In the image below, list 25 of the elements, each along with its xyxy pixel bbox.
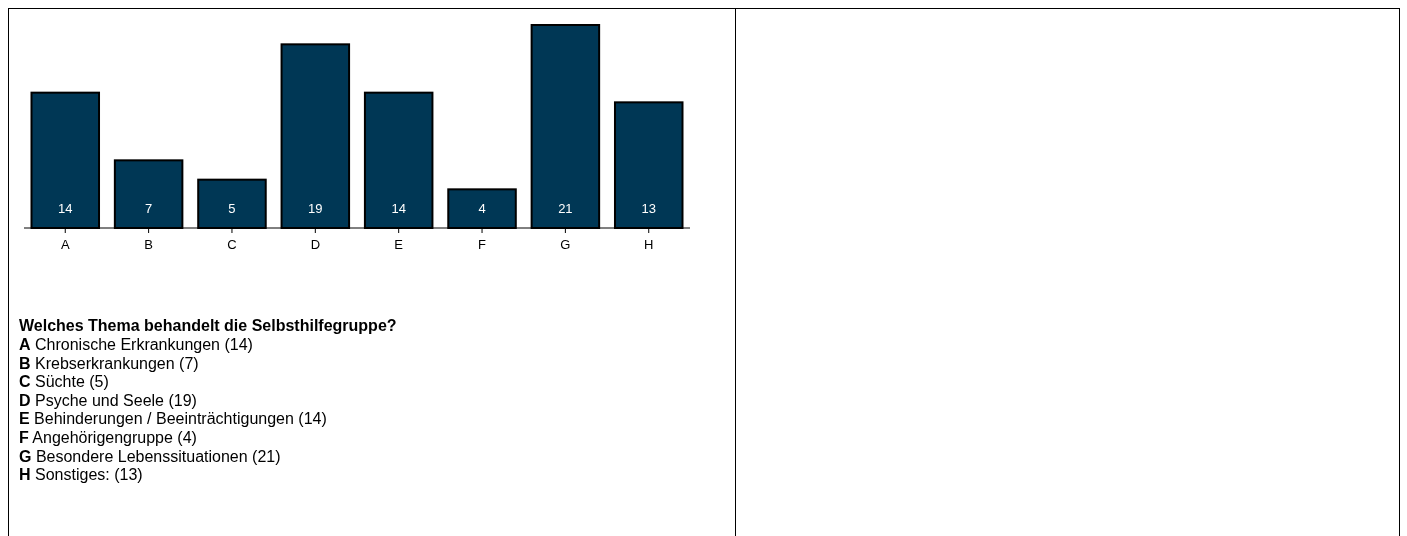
text: C Süchte (5) <box>19 373 109 391</box>
text: E Behinderungen / Beeinträchtigungen (14) <box>19 410 327 428</box>
data-label: 5 <box>228 201 236 216</box>
data-label: 21 <box>558 201 573 216</box>
text: G Besondere Lebenssituationen (21) <box>19 447 281 465</box>
data-label: 7 <box>145 201 153 216</box>
x-tick-label: E <box>394 237 404 252</box>
text: Welches Thema behandelt die Selbsthilfegruppe? <box>19 317 397 334</box>
data-label: 14 <box>58 201 73 216</box>
data-label: 14 <box>391 201 406 216</box>
x-tick-label: G <box>560 237 571 252</box>
text: D Psyche und Seele (19) <box>19 391 197 409</box>
x-tick-label: H <box>644 237 654 252</box>
text: A Chronische Erkrankungen (14) <box>19 336 253 353</box>
x-tick-label: F <box>478 237 487 252</box>
data-label: 13 <box>641 201 656 216</box>
x-tick-label: D <box>310 237 321 252</box>
x-tick-label: B <box>144 237 153 252</box>
text: H Sonstiges: (13) <box>19 466 143 484</box>
text: F Angehörigengruppe (4) <box>19 429 197 446</box>
data-label: 19 <box>308 201 323 216</box>
x-tick-label: C <box>227 237 237 252</box>
text: B Krebserkrankungen (7) <box>19 354 199 372</box>
data-label: 4 <box>478 201 486 216</box>
x-tick-label: A <box>60 237 70 252</box>
